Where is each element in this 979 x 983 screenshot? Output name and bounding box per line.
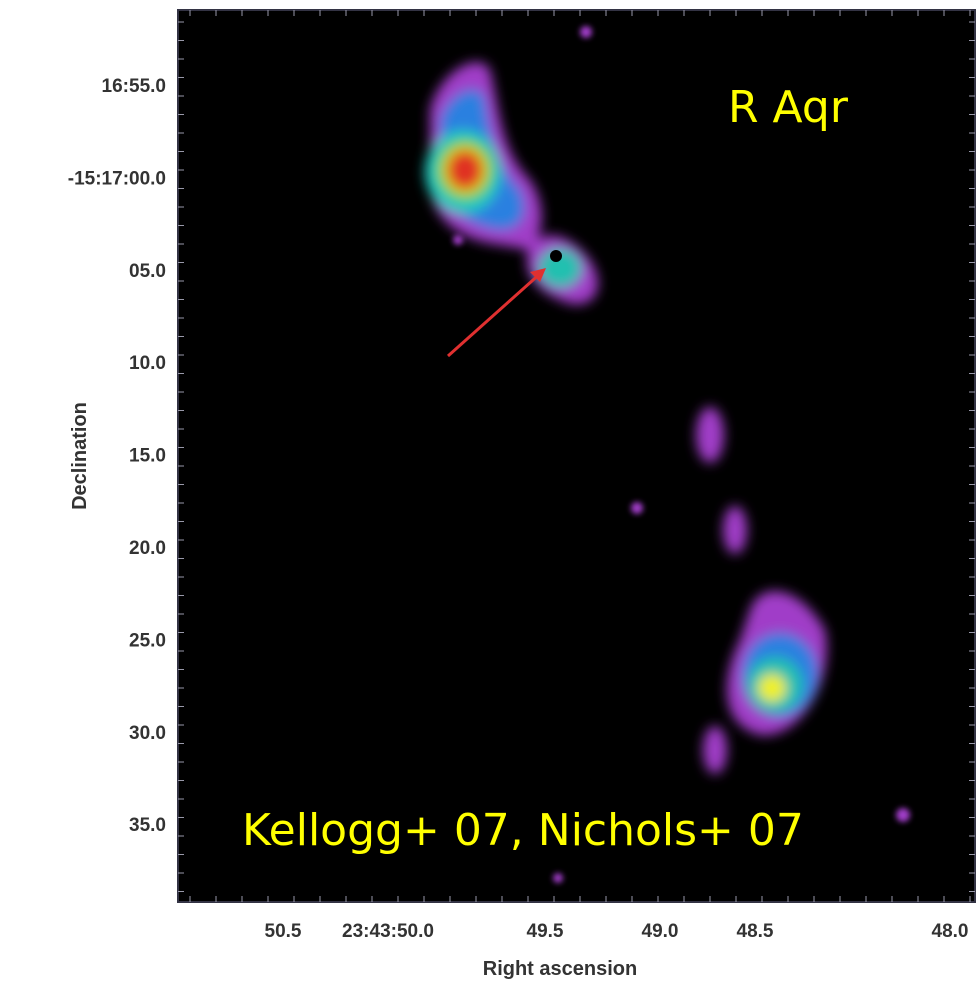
y-tick-label: 35.0	[129, 815, 166, 836]
x-tick-label: 49.0	[642, 921, 679, 942]
annotation: R Aqr	[728, 82, 849, 133]
x-tick-label: 50.5	[265, 921, 302, 942]
y-tick-label: 05.0	[129, 261, 166, 282]
y-tick-label: -15:17:00.0	[68, 168, 166, 189]
y-tick-label: 30.0	[129, 723, 166, 744]
x-tick-label: 49.5	[527, 921, 564, 942]
x-tick-label: 23:43:50.0	[342, 921, 434, 942]
image-frame	[178, 10, 975, 902]
credit: Kellogg+ 07, Nichols+ 07	[242, 805, 804, 856]
figure: R Aqr Kellogg+ 07, Nichols+ 07 Right asc…	[0, 0, 979, 983]
x-tick-label: 48.0	[932, 921, 969, 942]
y-tick-label: 10.0	[129, 353, 166, 374]
y-tick-label: 16:55.0	[102, 76, 166, 97]
y-tick-label: 20.0	[129, 538, 166, 559]
x-tick-label: 48.5	[737, 921, 774, 942]
y-axis-label: Declination	[69, 402, 91, 510]
x-axis-label: Right ascension	[483, 958, 637, 980]
y-tick-label: 15.0	[129, 446, 166, 467]
y-tick-label: 25.0	[129, 630, 166, 651]
